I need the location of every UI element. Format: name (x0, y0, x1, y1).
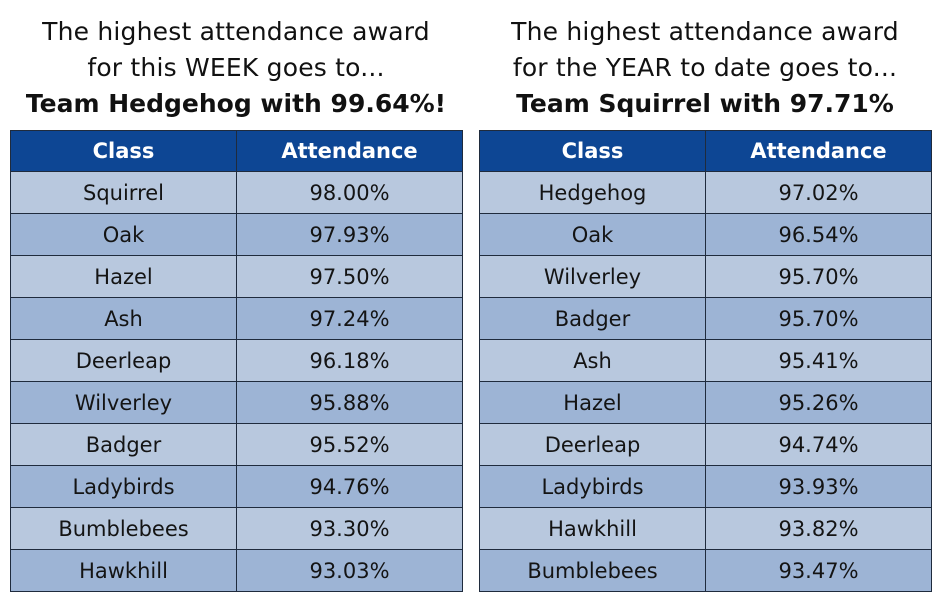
attendance-cell: 95.41% (705, 339, 932, 382)
attendance-cell: 95.88% (236, 381, 463, 424)
class-cell: Hawkhill (10, 549, 237, 592)
attendance-cell: 94.74% (705, 423, 932, 466)
table-row: Deerleap 94.74% (479, 423, 932, 466)
attendance-cell: 93.47% (705, 549, 932, 592)
class-cell: Hedgehog (479, 171, 706, 214)
class-column-header: Class (10, 130, 237, 172)
table-row: Badger 95.70% (479, 297, 932, 340)
table-row: Bumblebees 93.47% (479, 549, 932, 592)
attendance-cell: 97.50% (236, 255, 463, 298)
table-row: Hawkhill 93.82% (479, 507, 932, 550)
table-row: Ladybirds 93.93% (479, 465, 932, 508)
table-row: Hedgehog 97.02% (479, 171, 932, 214)
weekly-heading-line-2: for this WEEK goes to... (87, 53, 385, 82)
class-cell: Ash (479, 339, 706, 382)
attendance-cell: 93.93% (705, 465, 932, 508)
class-cell: Deerleap (10, 339, 237, 382)
class-cell: Ash (10, 297, 237, 340)
class-cell: Hazel (10, 255, 237, 298)
attendance-cell: 93.82% (705, 507, 932, 550)
class-cell: Squirrel (10, 171, 237, 214)
yearly-heading-line-2: for the YEAR to date goes to... (512, 53, 898, 82)
table-row: Badger 95.52% (10, 423, 463, 466)
attendance-cell: 98.00% (236, 171, 463, 214)
attendance-cell: 97.02% (705, 171, 932, 214)
yearly-attendance-table: Class Attendance Hedgehog 97.02% Oak 96.54… (479, 130, 932, 592)
class-cell: Bumblebees (479, 549, 706, 592)
attendance-cell: 95.70% (705, 255, 932, 298)
table-row: Wilverley 95.88% (10, 381, 463, 424)
yearly-award-heading: The highest attendance award for the YEA… (479, 0, 931, 130)
yearly-heading-line-1: The highest attendance award (511, 17, 899, 46)
class-cell: Oak (10, 213, 237, 256)
table-row: Oak 97.93% (10, 213, 463, 256)
class-cell: Wilverley (10, 381, 237, 424)
table-row: Squirrel 98.00% (10, 171, 463, 214)
attendance-cell: 93.30% (236, 507, 463, 550)
class-cell: Badger (479, 297, 706, 340)
class-cell: Wilverley (479, 255, 706, 298)
yearly-award-panel: The highest attendance award for the YEA… (479, 0, 932, 592)
class-cell: Hazel (479, 381, 706, 424)
weekly-award-panel: The highest attendance award for this WE… (10, 0, 463, 592)
attendance-cell: 95.26% (705, 381, 932, 424)
class-cell: Ladybirds (479, 465, 706, 508)
attendance-cell: 96.18% (236, 339, 463, 382)
class-cell: Oak (479, 213, 706, 256)
attendance-cell: 94.76% (236, 465, 463, 508)
weekly-attendance-table: Class Attendance Squirrel 98.00% Oak 97.93… (10, 130, 463, 592)
class-cell: Ladybirds (10, 465, 237, 508)
table-row: Hazel 95.26% (479, 381, 932, 424)
table-header-row: Class Attendance (479, 130, 932, 172)
class-cell: Deerleap (479, 423, 706, 466)
attendance-cell: 97.24% (236, 297, 463, 340)
table-row: Wilverley 95.70% (479, 255, 932, 298)
weekly-award-heading: The highest attendance award for this WE… (10, 0, 462, 130)
class-cell: Badger (10, 423, 237, 466)
class-cell: Bumblebees (10, 507, 237, 550)
weekly-heading-line-1: The highest attendance award (42, 17, 430, 46)
table-row: Ash 97.24% (10, 297, 463, 340)
table-header-row: Class Attendance (10, 130, 463, 172)
attendance-column-header: Attendance (705, 130, 932, 172)
attendance-cell: 93.03% (236, 549, 463, 592)
weekly-winner: Team Hedgehog with 99.64%! (25, 89, 447, 118)
yearly-winner: Team Squirrel with 97.71% (516, 89, 894, 118)
class-column-header: Class (479, 130, 706, 172)
attendance-cell: 96.54% (705, 213, 932, 256)
attendance-cell: 97.93% (236, 213, 463, 256)
attendance-cell: 95.70% (705, 297, 932, 340)
attendance-cell: 95.52% (236, 423, 463, 466)
table-row: Ash 95.41% (479, 339, 932, 382)
table-row: Oak 96.54% (479, 213, 932, 256)
table-row: Ladybirds 94.76% (10, 465, 463, 508)
table-row: Hazel 97.50% (10, 255, 463, 298)
table-row: Bumblebees 93.30% (10, 507, 463, 550)
table-row: Deerleap 96.18% (10, 339, 463, 382)
class-cell: Hawkhill (479, 507, 706, 550)
attendance-column-header: Attendance (236, 130, 463, 172)
table-row: Hawkhill 93.03% (10, 549, 463, 592)
